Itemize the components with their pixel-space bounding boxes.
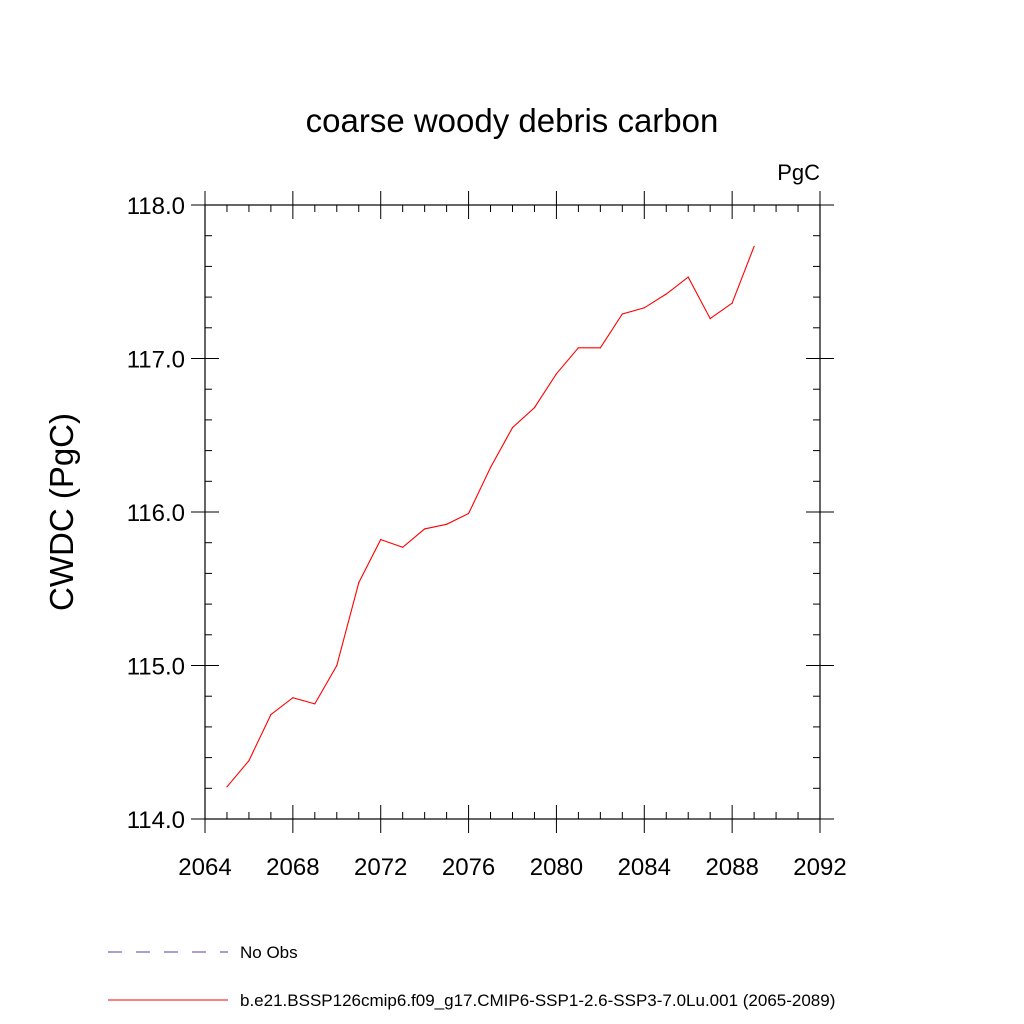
data-point bbox=[555, 373, 558, 375]
data-point bbox=[314, 703, 316, 705]
data-point bbox=[489, 466, 492, 469]
data-point bbox=[731, 302, 733, 304]
data-point bbox=[665, 293, 667, 295]
data-point bbox=[709, 317, 711, 320]
x-tick-label: 2076 bbox=[442, 854, 495, 881]
y-tick-label: 114.0 bbox=[127, 807, 185, 834]
x-tick-label: 2080 bbox=[530, 854, 583, 881]
axis-tick-labels: 2064 2068 2072 2076 2080 2084 2088 2092 114.0 115… bbox=[127, 193, 847, 881]
data-point bbox=[577, 347, 579, 349]
data-point bbox=[643, 307, 645, 309]
data-point bbox=[292, 697, 294, 699]
data-point bbox=[753, 245, 755, 248]
data-point bbox=[511, 426, 514, 429]
legend: No Obs b.e21.BSSP126cmip6.f09_g17.CMIP6-S… bbox=[108, 943, 835, 1010]
y-tick-label: 116.0 bbox=[127, 500, 185, 527]
data-point bbox=[599, 347, 601, 349]
y-tick-label: 115.0 bbox=[127, 654, 185, 681]
data-point bbox=[270, 714, 272, 716]
data-point bbox=[248, 760, 250, 762]
x-tick-label: 2088 bbox=[705, 854, 758, 881]
x-tick-label: 2064 bbox=[178, 854, 231, 881]
data-point bbox=[467, 512, 470, 515]
series-group bbox=[226, 245, 755, 788]
y-tick-label: 118.0 bbox=[127, 193, 185, 220]
data-point bbox=[358, 582, 360, 584]
data-point bbox=[533, 407, 536, 409]
data-point bbox=[621, 313, 623, 315]
plot-frame bbox=[204, 204, 821, 820]
data-point bbox=[226, 786, 228, 788]
chart-title: coarse woody debris carbon bbox=[306, 102, 719, 139]
x-tick-label: 2072 bbox=[354, 854, 407, 881]
x-tick-label: 2068 bbox=[266, 854, 319, 881]
series-line bbox=[226, 246, 755, 788]
units-label: PgC bbox=[777, 160, 820, 185]
data-point bbox=[402, 546, 404, 548]
data-point bbox=[336, 664, 338, 667]
axis-ticks bbox=[191, 191, 834, 833]
data-point bbox=[380, 539, 382, 541]
legend-label: b.e21.BSSP126cmip6.f09_g17.CMIP6-SSP1-2.… bbox=[240, 991, 835, 1010]
legend-label: No Obs bbox=[240, 943, 298, 962]
x-tick-label: 2092 bbox=[793, 854, 846, 881]
data-point bbox=[446, 523, 448, 525]
data-point bbox=[424, 528, 426, 530]
x-tick-label: 2084 bbox=[618, 854, 671, 881]
y-axis-label: CWDC (PgC) bbox=[43, 413, 80, 611]
data-point bbox=[687, 276, 689, 278]
y-tick-label: 117.0 bbox=[127, 347, 185, 374]
